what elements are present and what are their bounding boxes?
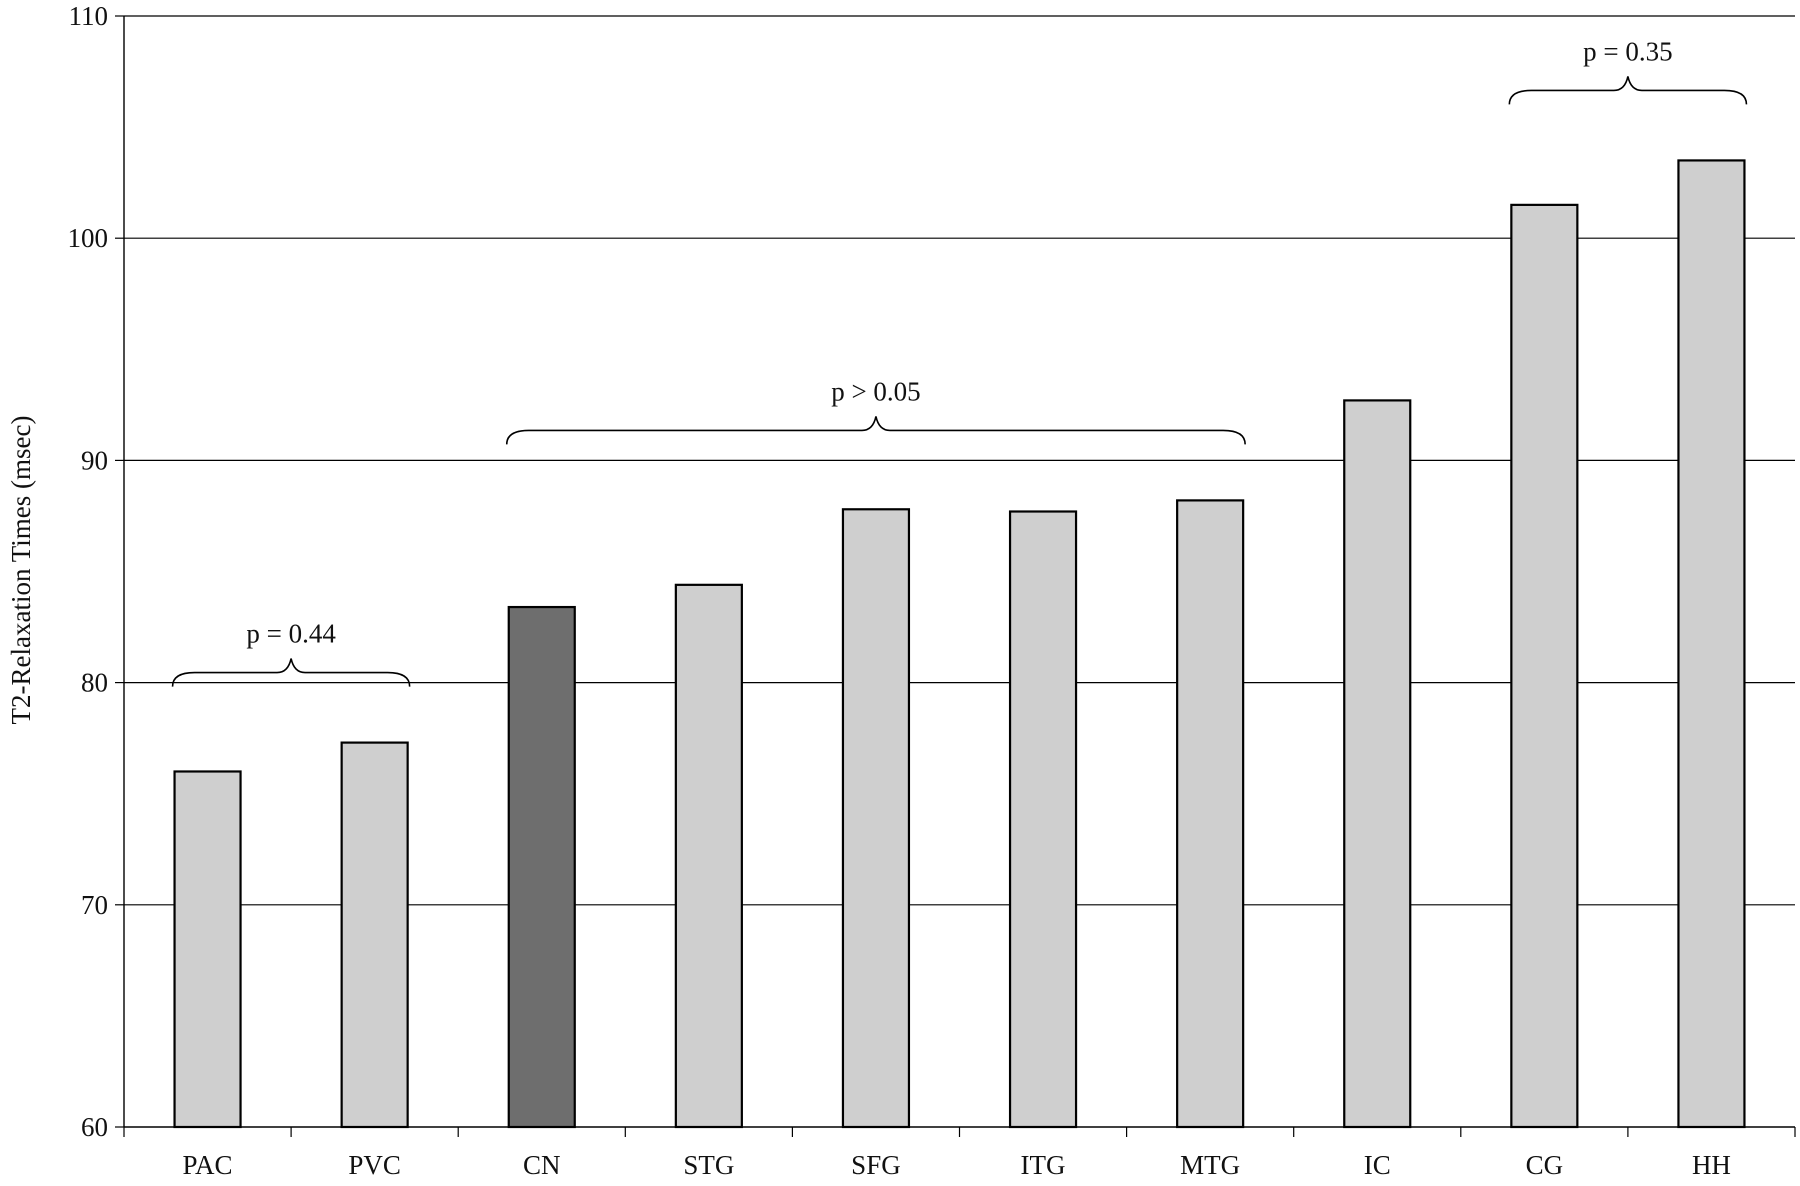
x-tick-label-ic: IC	[1364, 1150, 1391, 1180]
bars	[173, 159, 1746, 1129]
annotation-brace	[505, 416, 1246, 445]
bar-itg	[1008, 510, 1078, 1129]
y-tick-label: 100	[68, 223, 109, 253]
x-tick-label-pvc: PVC	[348, 1150, 401, 1180]
y-tick-label: 90	[81, 445, 108, 475]
x-tick-label-stg: STG	[683, 1150, 734, 1180]
bar-sfg	[841, 508, 911, 1129]
y-tick-label: 80	[81, 668, 108, 698]
annotations: p = 0.44 p > 0.05 p = 0.35	[171, 36, 1748, 687]
bar-stg	[674, 583, 743, 1129]
annotation-brace	[1508, 76, 1748, 105]
bar-mtg	[1176, 499, 1245, 1129]
bar-cg	[1510, 203, 1579, 1129]
bar-pvc	[340, 741, 409, 1129]
bar-hh	[1677, 159, 1746, 1129]
x-tick-label-cg: CG	[1526, 1150, 1564, 1180]
annotation-brace	[171, 658, 411, 687]
y-tick-label: 60	[81, 1112, 108, 1142]
y-axis-title: T2-Relaxation Times (msec)	[6, 416, 36, 725]
x-tick-label-sfg: SFG	[851, 1150, 901, 1180]
y-tick-label: 110	[69, 1, 109, 31]
y-tick-label: 70	[81, 890, 108, 920]
x-tick-label-pac: PAC	[183, 1150, 233, 1180]
bar-ic	[1343, 399, 1412, 1129]
x-tick-label-mtg: MTG	[1180, 1150, 1240, 1180]
bar-cn	[507, 605, 576, 1129]
annotation-label: p = 0.35	[1583, 36, 1672, 66]
x-tick-label-cn: CN	[523, 1150, 561, 1180]
x-tick-label-hh: HH	[1692, 1150, 1731, 1180]
bar-pac	[173, 770, 242, 1129]
annotation-label: p = 0.44	[246, 619, 336, 649]
annotation-label: p > 0.05	[831, 376, 920, 406]
x-tick-label-itg: ITG	[1021, 1150, 1066, 1180]
